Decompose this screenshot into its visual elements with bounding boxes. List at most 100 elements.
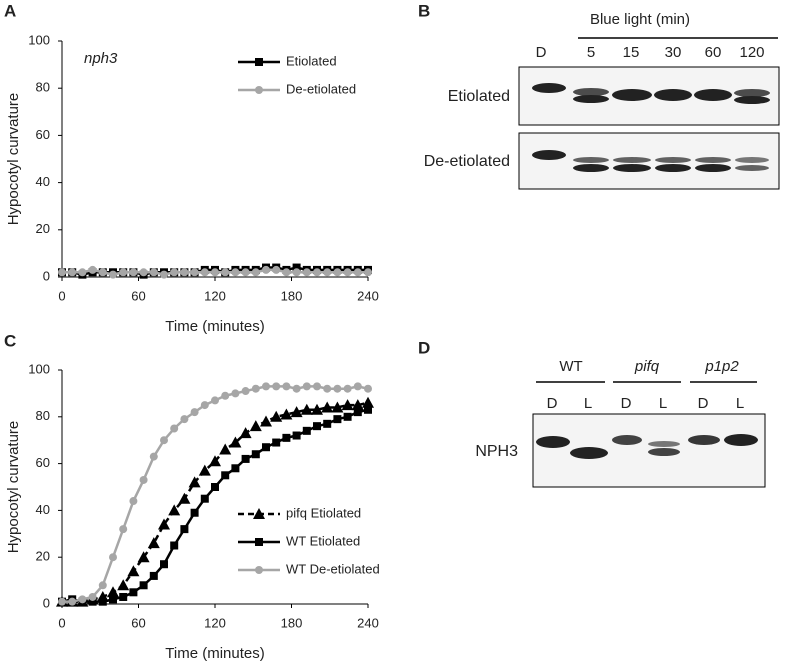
marker: [221, 268, 230, 277]
marker: [119, 592, 128, 601]
marker: [117, 579, 130, 591]
y-tick-label: 20: [36, 221, 50, 236]
legend-label: pifq Etiolated: [286, 505, 361, 520]
marker: [139, 475, 148, 484]
marker: [343, 268, 352, 277]
blot-header: Blue light (min): [590, 11, 690, 28]
marker: [321, 401, 334, 413]
lane-label: D: [621, 395, 632, 412]
marker: [364, 384, 372, 393]
marker: [241, 268, 250, 277]
x-tick-label: 120: [204, 288, 226, 303]
panel-label: C: [4, 331, 16, 350]
marker: [251, 384, 260, 393]
marker: [282, 433, 291, 442]
marker: [149, 268, 158, 277]
panel-label: A: [4, 1, 16, 20]
x-tick-label: 60: [131, 288, 145, 303]
marker: [180, 268, 189, 277]
marker: [200, 268, 209, 277]
marker: [198, 464, 211, 476]
marker: [280, 408, 293, 420]
marker: [313, 422, 321, 431]
marker: [302, 426, 311, 435]
lane-label: 60: [705, 44, 722, 61]
marker: [129, 497, 138, 506]
marker: [241, 454, 250, 463]
bands: [532, 83, 770, 172]
marker: [231, 464, 240, 473]
group-label: pifq: [634, 358, 660, 375]
marker: [364, 268, 372, 277]
y-tick-label: 60: [36, 127, 50, 142]
marker: [333, 268, 342, 277]
marker: [231, 389, 240, 398]
marker: [229, 436, 242, 448]
marker: [170, 424, 179, 433]
marker: [292, 431, 301, 440]
marker: [302, 382, 311, 391]
marker: [178, 492, 191, 504]
marker: [200, 494, 209, 503]
marker: [251, 450, 260, 459]
marker: [353, 268, 362, 277]
marker: [262, 265, 270, 274]
y-tick-label: 40: [36, 502, 50, 517]
marker: [88, 592, 97, 601]
y-tick-label: 100: [28, 361, 50, 376]
marker: [351, 399, 364, 411]
marker: [149, 452, 158, 461]
marker: [323, 384, 332, 393]
marker: [249, 420, 262, 432]
y-tick-label: 0: [43, 268, 50, 283]
marker: [272, 382, 281, 391]
y-axis-label: Hypocotyl curvature: [5, 421, 22, 554]
marker: [255, 86, 263, 94]
marker: [262, 443, 270, 452]
panel-label: B: [418, 1, 430, 20]
marker: [160, 560, 168, 569]
marker: [190, 268, 199, 277]
marker: [149, 571, 158, 580]
x-axis-label: Time (minutes): [165, 645, 264, 662]
row-label: NPH3: [475, 443, 518, 460]
marker: [231, 268, 240, 277]
x-axis-label: Time (minutes): [165, 318, 264, 335]
marker: [255, 538, 263, 546]
marker: [109, 270, 117, 279]
x-tick-label: 240: [357, 615, 379, 630]
marker: [221, 391, 230, 400]
x-tick-label: 180: [281, 615, 303, 630]
group-label: WT: [559, 358, 582, 375]
lane-label: 120: [739, 44, 764, 61]
panel-label: D: [418, 338, 430, 357]
marker: [241, 387, 250, 396]
marker: [119, 525, 128, 534]
marker: [78, 268, 87, 277]
marker: [180, 525, 189, 534]
marker: [292, 384, 301, 393]
marker: [255, 566, 263, 574]
lane-label: 30: [665, 44, 682, 61]
marker: [364, 405, 372, 414]
lane-label: L: [736, 395, 744, 412]
x-tick-label: 120: [204, 615, 226, 630]
row-label: Etiolated: [448, 88, 510, 105]
marker: [58, 268, 66, 277]
x-tick-label: 0: [58, 288, 65, 303]
marker: [343, 384, 352, 393]
marker: [311, 403, 323, 415]
marker: [270, 410, 283, 422]
marker: [88, 597, 97, 606]
marker: [353, 408, 362, 417]
marker: [129, 588, 138, 597]
marker: [109, 595, 117, 604]
marker: [190, 408, 199, 417]
x-tick-label: 0: [58, 615, 65, 630]
x-tick-label: 180: [281, 288, 303, 303]
marker: [180, 415, 189, 424]
marker: [78, 595, 87, 604]
marker: [292, 263, 301, 272]
marker: [251, 268, 260, 277]
